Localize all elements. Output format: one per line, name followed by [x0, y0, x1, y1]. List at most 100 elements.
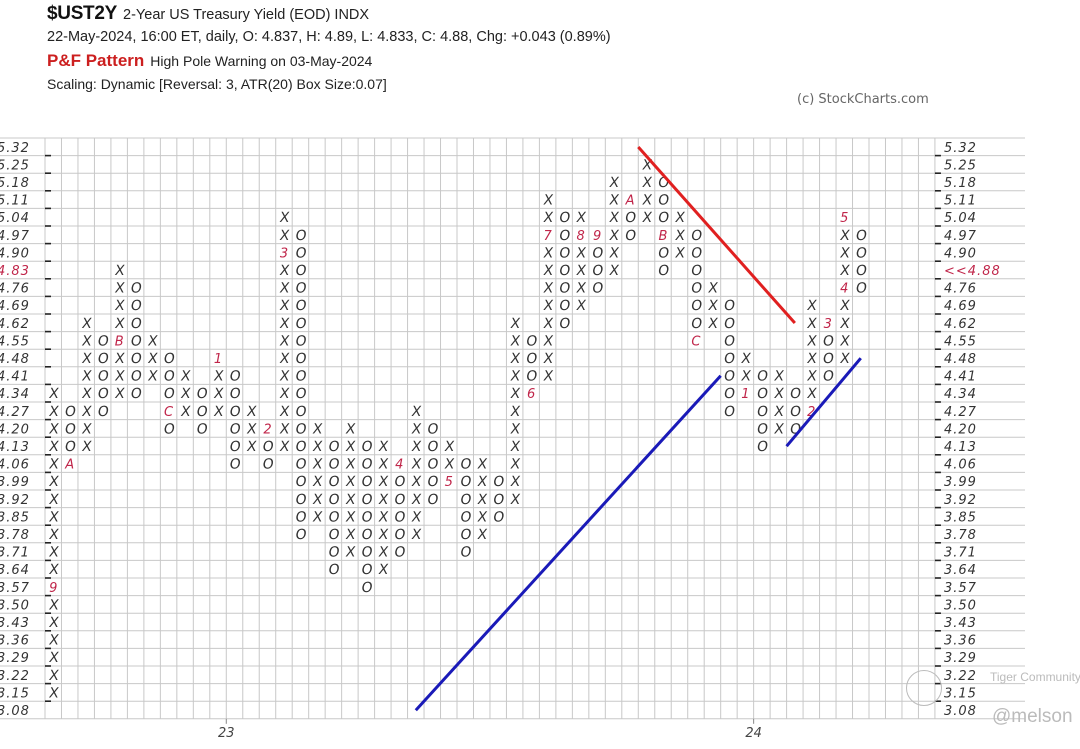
x-box: X [410, 474, 422, 490]
o-box: O [624, 210, 637, 226]
o-box: O [360, 492, 373, 508]
o-box: O [459, 527, 472, 543]
x-box: X [641, 210, 653, 226]
y-axis-label-right: 4.97 [944, 229, 977, 244]
y-axis-label-left: 4.13 [0, 440, 30, 455]
x-box: X [608, 245, 620, 261]
x-box: X [312, 492, 324, 508]
x-box: X [773, 369, 785, 385]
x-box: X [213, 386, 225, 402]
x-box: X [575, 298, 587, 314]
security-name: 2-Year US Treasury Yield (EOD) INDX [123, 7, 370, 23]
x-box: X [48, 527, 60, 543]
x-box: X [81, 386, 93, 402]
x-box: X [542, 298, 554, 314]
o-box: O [294, 527, 307, 543]
o-box: O [294, 298, 307, 314]
o-box: O [327, 439, 340, 455]
y-axis-label-left: 4.34 [0, 387, 30, 402]
month-marker: 3 [280, 246, 288, 261]
x-axis-year-label: 24 [745, 726, 762, 741]
o-box: O [459, 457, 472, 473]
o-box: O [360, 580, 373, 596]
x-box: X [443, 457, 455, 473]
o-box: O [130, 369, 143, 385]
o-box: O [426, 439, 439, 455]
x-box: X [509, 492, 521, 508]
x-box: X [48, 457, 60, 473]
x-box: X [279, 228, 291, 244]
x-box: X [641, 175, 653, 191]
x-box: X [48, 633, 60, 649]
o-box: O [525, 333, 538, 349]
o-box: O [822, 351, 835, 367]
x-box: X [839, 228, 851, 244]
x-box: X [48, 439, 60, 455]
o-box: O [294, 245, 307, 261]
x-box: X [509, 369, 521, 385]
y-axis-label-left: 3.71 [0, 546, 30, 561]
x-box: X [279, 210, 291, 226]
quote-line: 22-May-2024, 16:00 ET, daily, O: 4.837, … [47, 29, 611, 45]
x-box: X [345, 474, 357, 490]
month-marker: 9 [49, 581, 57, 596]
y-axis-label-right: 5.25 [944, 158, 977, 173]
o-box: O [294, 474, 307, 490]
o-box: O [294, 492, 307, 508]
y-axis-label-left: 4.97 [0, 229, 30, 244]
x-box: X [279, 386, 291, 402]
o-box: O [294, 228, 307, 244]
month-marker: 5 [445, 475, 453, 490]
x-box: X [81, 439, 93, 455]
month-marker: 5 [840, 211, 848, 226]
o-box: O [228, 369, 241, 385]
pattern-text: High Pole Warning on 03-May-2024 [150, 53, 373, 69]
y-axis-label-left: 4.27 [0, 405, 30, 420]
y-axis-label-left: 3.85 [0, 510, 30, 525]
x-box: X [674, 228, 686, 244]
x-box: X [509, 457, 521, 473]
x-box: X [740, 351, 752, 367]
y-axis-label-left: 3.64 [0, 563, 30, 578]
o-box: O [64, 421, 77, 437]
o-box: O [525, 351, 538, 367]
o-box: O [855, 228, 868, 244]
o-box: O [426, 474, 439, 490]
y-axis-label-right: 3.64 [944, 563, 977, 578]
x-box: X [806, 298, 818, 314]
o-box: O [360, 439, 373, 455]
o-box: O [657, 210, 670, 226]
o-box: O [327, 474, 340, 490]
y-axis-label-right: 3.08 [944, 704, 977, 719]
o-box: O [723, 386, 736, 402]
o-box: O [163, 351, 176, 367]
x-box: X [312, 421, 324, 437]
x-box: X [542, 193, 554, 209]
y-axis-label-right: 3.57 [944, 581, 977, 596]
x-box: X [48, 404, 60, 420]
y-axis-label-right: 4.62 [944, 317, 977, 332]
o-box: O [756, 421, 769, 437]
x-box: X [81, 421, 93, 437]
x-box: X [312, 439, 324, 455]
y-axis-label-left: 3.22 [0, 669, 30, 684]
y-axis-label-right: 3.99 [944, 475, 977, 490]
watermark-community: Tiger Community [990, 670, 1080, 684]
month-marker: C [164, 405, 174, 420]
x-box: X [608, 193, 620, 209]
x-box: X [476, 509, 488, 525]
x-box: X [410, 439, 422, 455]
x-box: X [279, 439, 291, 455]
x-box: X [180, 404, 192, 420]
o-box: O [195, 386, 208, 402]
o-box: O [327, 457, 340, 473]
x-box: X [114, 263, 126, 279]
x-box: X [806, 369, 818, 385]
o-box: O [690, 281, 703, 297]
y-axis-label-right: 4.20 [944, 422, 977, 437]
o-box: O [723, 333, 736, 349]
x-box: X [773, 386, 785, 402]
x-box: X [806, 316, 818, 332]
x-box: X [542, 210, 554, 226]
y-axis-label-left: 3.36 [0, 634, 30, 649]
